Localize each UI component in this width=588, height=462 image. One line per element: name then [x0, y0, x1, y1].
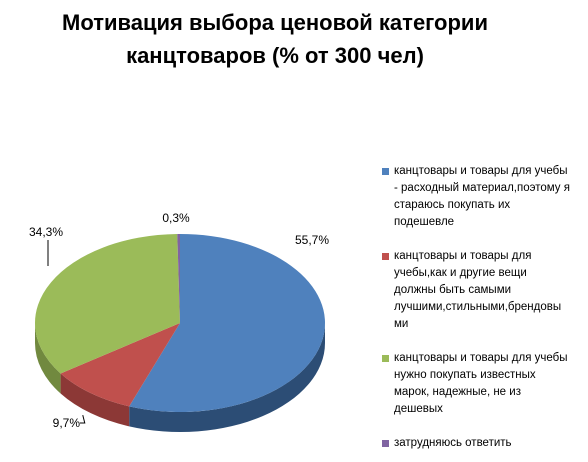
legend-line: дешевых	[394, 403, 443, 415]
legend-item-undecided: затрудняюсь ответить	[382, 435, 582, 452]
leader-line-best	[80, 415, 86, 424]
pie-data-labels: 55,7% 9,7% 34,3% 0,3%	[29, 211, 329, 430]
legend-line: канцтовары и товары для учебы	[394, 165, 568, 177]
legend-swatch-cheap	[382, 168, 389, 175]
legend-line: нужно покупать известных	[394, 369, 536, 381]
legend-line: канцтовары и товары для учебы	[394, 352, 568, 364]
chart-legend: канцтовары и товары для учебы - расходны…	[382, 163, 582, 452]
pie-top	[34, 234, 325, 412]
pie-side-known-brands	[35, 323, 61, 394]
pie-slice-known-brands	[34, 234, 180, 374]
pie-slice-cheap	[129, 234, 325, 412]
legend-item-best: канцтовары и товары для учебы,как и друг…	[382, 248, 582, 333]
chart-title: Мотивация выбора ценовой категории канцт…	[40, 6, 510, 72]
chart-title-line-1: Мотивация выбора ценовой категории	[62, 10, 488, 35]
legend-swatch-known-brands	[382, 355, 389, 362]
legend-line: канцтовары и товары для	[394, 250, 532, 262]
pie-sides	[35, 323, 325, 432]
data-label-undecided: 0,3%	[162, 211, 190, 225]
legend-line: подешевле	[394, 216, 455, 228]
legend-swatch-undecided	[382, 440, 389, 447]
legend-line: должны быть самыми	[394, 284, 512, 296]
legend-swatch-best	[382, 253, 389, 260]
pie-slice-undecided	[177, 234, 180, 323]
data-label-known-brands: 34,3%	[29, 225, 63, 239]
chart-title-line-2: канцтоваров (% от 300 чел)	[126, 43, 424, 68]
pie-side-cheap	[129, 323, 325, 432]
legend-line: ми	[394, 318, 409, 330]
legend-item-cheap: канцтовары и товары для учебы - расходны…	[382, 163, 582, 231]
legend-line: лучшими,стильными,брендовы	[394, 301, 562, 313]
data-label-best: 9,7%	[53, 416, 81, 430]
legend-line: стараюсь покупать их	[394, 199, 511, 211]
pie-slice-best	[60, 323, 181, 407]
legend-line: марок, надежные, не из	[394, 386, 521, 398]
legend-item-known-brands: канцтовары и товары для учебы нужно поку…	[382, 350, 582, 418]
legend-line: - расходный материал,поэтому я	[394, 182, 570, 194]
legend-line: затрудняюсь ответить	[394, 437, 512, 449]
legend-line: учебы,как и другие вещи	[394, 267, 527, 279]
pie-side-best	[60, 373, 130, 427]
data-label-cheap: 55,7%	[295, 233, 329, 247]
